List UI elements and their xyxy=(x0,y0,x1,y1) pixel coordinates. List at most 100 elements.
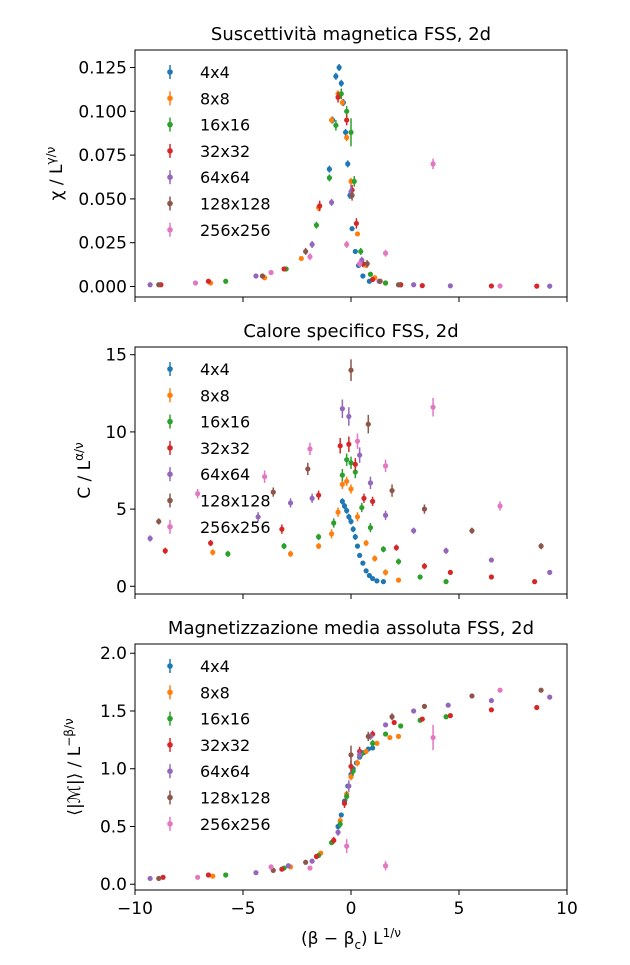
data-point xyxy=(353,220,359,227)
legend-label: 256x256 xyxy=(200,221,271,240)
data-point xyxy=(354,543,361,549)
data-point xyxy=(365,733,371,739)
legend-label: 128x128 xyxy=(200,789,271,808)
data-point xyxy=(395,282,402,288)
legend: 4x4 8x8 16x16 32x32 64x64 128x128 256x256 xyxy=(167,360,271,537)
data-point xyxy=(398,723,404,729)
series-256x256 xyxy=(192,158,503,289)
series-256x256 xyxy=(195,397,503,511)
data-point xyxy=(223,872,229,878)
data-point xyxy=(380,579,386,585)
x-tick-label: −10 xyxy=(117,899,153,919)
data-point xyxy=(547,694,553,700)
series-32x32 xyxy=(162,436,538,585)
data-point xyxy=(395,733,402,739)
legend-marker xyxy=(167,689,173,696)
data-point xyxy=(538,687,544,693)
series-64x64 xyxy=(147,694,553,882)
series-16x16 xyxy=(223,88,404,288)
data-point xyxy=(367,525,374,531)
chart-panel-2: Calore specifico FSS, 2d 0 5 10 15 C / Lα/ν 4x… xyxy=(72,321,568,599)
series-32x32 xyxy=(160,704,540,880)
legend-item: 8x8 xyxy=(167,89,230,108)
chart-panel-1: Suscettività magnetica FSS, 2d 0.000 0.025… xyxy=(44,24,568,302)
legend-marker xyxy=(167,497,173,504)
data-point xyxy=(393,545,399,551)
data-point xyxy=(270,489,276,495)
legend-item: 32x32 xyxy=(167,439,250,458)
data-point xyxy=(328,117,335,123)
y-axis-label: C / Lα/ν xyxy=(72,442,95,499)
legend-label: 64x64 xyxy=(200,762,250,781)
data-point xyxy=(331,837,337,843)
data-point xyxy=(534,704,540,711)
data-point xyxy=(348,774,354,780)
data-point xyxy=(338,812,344,818)
data-point xyxy=(380,546,386,552)
chart-title: Calore specifico FSS, 2d xyxy=(243,321,458,342)
legend-item: 64x64 xyxy=(167,762,250,781)
data-point xyxy=(488,283,494,289)
y-tick-label: 10 xyxy=(105,423,127,443)
data-point xyxy=(156,282,162,288)
data-point xyxy=(337,443,343,449)
legend-marker xyxy=(167,663,173,669)
data-point xyxy=(360,273,366,279)
data-point xyxy=(303,248,309,255)
data-point xyxy=(387,734,393,741)
series-256x256 xyxy=(195,687,503,880)
legend-item: 128x128 xyxy=(167,789,271,808)
data-point xyxy=(344,241,350,248)
data-point xyxy=(534,283,540,289)
data-points xyxy=(147,687,553,882)
data-point xyxy=(538,543,544,549)
data-point xyxy=(328,199,335,206)
data-point xyxy=(532,579,538,585)
data-point xyxy=(382,863,389,869)
legend-marker xyxy=(167,174,173,180)
legend-label: 32x32 xyxy=(200,142,250,161)
data-point xyxy=(335,94,341,100)
y-tick-label: 0.025 xyxy=(78,234,127,254)
data-point xyxy=(337,821,343,827)
legend-marker xyxy=(167,69,173,75)
data-point xyxy=(382,569,389,575)
data-point xyxy=(352,534,358,540)
data-points xyxy=(147,359,553,585)
data-point xyxy=(346,514,352,520)
data-point xyxy=(359,504,365,511)
y-tick-label: 5 xyxy=(116,500,127,520)
data-point xyxy=(316,492,322,498)
data-point xyxy=(160,874,166,880)
series-4x4 xyxy=(326,64,372,284)
panels: Suscettività magnetica FSS, 2d0.0000.025… xyxy=(44,24,578,952)
data-point xyxy=(488,557,494,563)
data-point xyxy=(287,500,294,506)
chart-title: Magnetizzazione media assoluta FSS, 2d xyxy=(168,618,534,639)
legend-item: 32x32 xyxy=(167,142,250,161)
data-point xyxy=(370,575,376,582)
data-point xyxy=(354,231,361,237)
data-point xyxy=(350,768,356,774)
data-point xyxy=(313,222,320,228)
y-tick-label: 0.100 xyxy=(78,102,127,122)
data-point xyxy=(349,192,355,198)
data-point xyxy=(382,722,389,728)
data-point xyxy=(367,271,374,277)
data-point xyxy=(382,280,389,286)
legend-item: 32x32 xyxy=(167,736,250,755)
data-point xyxy=(156,875,162,882)
data-point xyxy=(443,548,449,554)
legend-item: 4x4 xyxy=(167,657,230,676)
data-point xyxy=(377,278,383,284)
data-point xyxy=(382,731,389,737)
legend-item: 64x64 xyxy=(167,465,250,484)
data-point xyxy=(395,577,402,583)
y-tick-label: 0.050 xyxy=(78,190,127,210)
data-point xyxy=(338,91,344,97)
data-point xyxy=(395,558,402,565)
y-tick-label: 2.0 xyxy=(100,644,127,664)
data-point xyxy=(281,543,287,549)
data-point xyxy=(305,466,311,472)
data-point xyxy=(352,469,358,475)
